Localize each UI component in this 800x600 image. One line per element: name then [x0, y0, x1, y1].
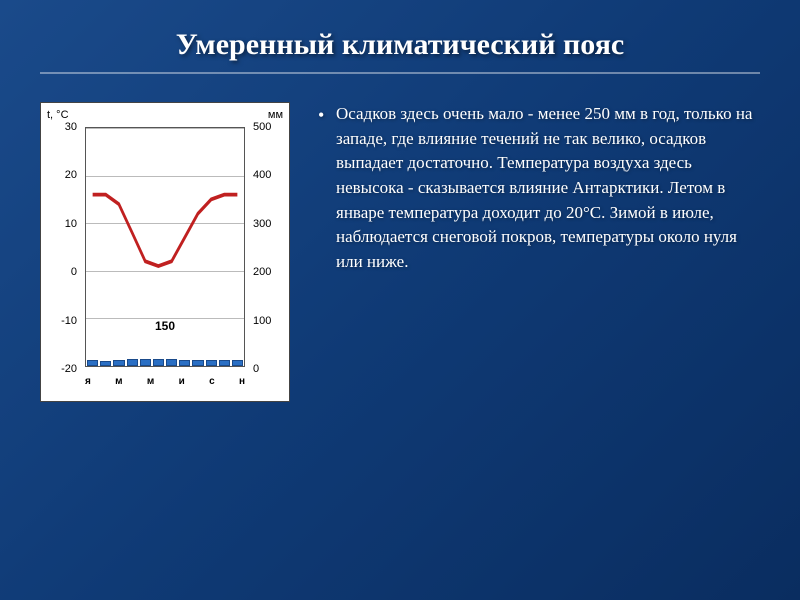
y-tick-right: 0	[249, 363, 289, 375]
y-tick-right: 200	[249, 266, 289, 278]
y-tick-right: 400	[249, 169, 289, 181]
y-tick-right: 100	[249, 315, 289, 327]
x-tick-label: м	[115, 376, 122, 387]
y-tick-left: 20	[41, 169, 81, 181]
chart-wrapper: t, °C мм 150 3020100-10-20 5004003002001…	[40, 102, 290, 402]
y-tick-right: 500	[249, 121, 289, 133]
plot-area: 150	[85, 127, 245, 367]
y-tick-left: 30	[41, 121, 81, 133]
x-tick-label: и	[179, 376, 185, 387]
x-tick-label: н	[239, 376, 245, 387]
y-tick-left: -20	[41, 363, 81, 375]
x-axis-labels: яммисн	[85, 376, 245, 387]
content-row: t, °C мм 150 3020100-10-20 5004003002001…	[40, 102, 760, 402]
x-tick-label: с	[209, 376, 215, 387]
right-axis-title: мм	[268, 109, 283, 121]
x-tick-label: м	[147, 376, 154, 387]
y-tick-left: 10	[41, 218, 81, 230]
slide-container: Умеренный климатический пояс t, °C мм 15…	[0, 0, 800, 430]
left-axis-title: t, °C	[47, 109, 69, 121]
slide-title: Умеренный климатический пояс	[40, 28, 760, 74]
y-tick-left: -10	[41, 315, 81, 327]
climograph-chart: t, °C мм 150 3020100-10-20 5004003002001…	[40, 102, 290, 402]
body-text-block: Осадков здесь очень мало - менее 250 мм …	[318, 102, 760, 274]
x-tick-label: я	[85, 376, 91, 387]
body-paragraph: Осадков здесь очень мало - менее 250 мм …	[336, 102, 760, 274]
precip-total-label: 150	[155, 319, 175, 333]
y-tick-right: 300	[249, 218, 289, 230]
y-tick-left: 0	[41, 266, 81, 278]
